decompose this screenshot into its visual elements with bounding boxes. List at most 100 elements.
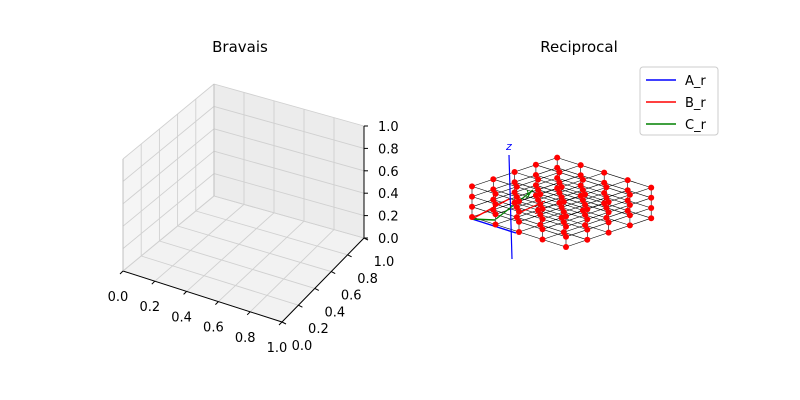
bravais-tick-labels: 0.00.00.00.20.20.20.4 0.40.40.60.60.60.80… bbox=[108, 120, 399, 356]
y-tick-mark bbox=[363, 237, 369, 241]
lattice-point bbox=[511, 189, 518, 196]
y-tick-mark bbox=[314, 287, 320, 291]
lattice-point bbox=[513, 214, 520, 221]
lattice-point bbox=[584, 226, 591, 233]
lattice-point bbox=[577, 162, 584, 169]
lattice-point bbox=[513, 183, 520, 190]
x-tick-mark bbox=[151, 280, 156, 285]
lattice-point bbox=[554, 164, 561, 171]
lattice-point bbox=[560, 208, 567, 215]
lattice-point bbox=[492, 221, 499, 228]
lattice-point bbox=[560, 219, 567, 226]
x-tick-label: 0.8 bbox=[235, 331, 256, 346]
lattice-point bbox=[516, 208, 522, 215]
lattice-point bbox=[563, 223, 569, 230]
x-tick-label: 0.4 bbox=[171, 310, 192, 325]
lattice-point bbox=[648, 215, 655, 222]
y-tick-label: 0.4 bbox=[324, 305, 345, 320]
lattice-point bbox=[554, 175, 561, 181]
lattice-point bbox=[492, 201, 499, 208]
lattice-point bbox=[582, 191, 589, 198]
floor-gridline bbox=[195, 210, 348, 256]
lattice-point bbox=[537, 191, 544, 198]
lattice-point bbox=[605, 199, 612, 205]
lattice-point bbox=[648, 184, 655, 191]
lattice-point bbox=[624, 187, 631, 194]
lattice-point bbox=[511, 179, 518, 186]
left-wall-gridline bbox=[122, 150, 215, 227]
lattice-point bbox=[532, 161, 539, 168]
z-tick-label: 0.2 bbox=[378, 210, 399, 225]
legend-label-c-r: C_r bbox=[685, 118, 707, 133]
lattice-point bbox=[535, 186, 542, 193]
z-tick-label: 0.6 bbox=[378, 165, 399, 180]
x-tick-mark bbox=[119, 270, 124, 275]
floor-gridline bbox=[249, 229, 335, 313]
lattice-point bbox=[539, 216, 546, 223]
left-wall-gridline bbox=[122, 83, 215, 160]
lattice-point bbox=[584, 236, 591, 243]
y-tick-mark bbox=[281, 321, 287, 325]
lattice-point bbox=[516, 218, 522, 225]
lattice-point bbox=[582, 222, 589, 229]
reciprocal-plot: Reciprocal z yx A_r B_r C_r bbox=[469, 38, 719, 260]
lattice-point bbox=[603, 184, 610, 191]
lattice-point bbox=[558, 204, 565, 211]
lattice-point bbox=[601, 179, 608, 186]
lattice-point bbox=[563, 213, 569, 220]
lattice-point bbox=[577, 182, 584, 189]
lattice-point bbox=[584, 206, 591, 213]
floor-gridline bbox=[186, 212, 275, 292]
x-tick-label: 0.6 bbox=[203, 321, 224, 336]
lattice-point bbox=[490, 196, 497, 203]
left-wall-gridline bbox=[122, 173, 215, 249]
lattice-point bbox=[554, 154, 561, 161]
floor-gridline bbox=[177, 225, 332, 273]
y-tick-label: 0.2 bbox=[308, 322, 329, 337]
lattice-point bbox=[579, 187, 586, 193]
left-wall-gridline bbox=[122, 195, 215, 272]
lattice-point bbox=[560, 198, 567, 205]
vector-c-r bbox=[471, 218, 496, 221]
lattice-point bbox=[490, 176, 497, 183]
x-tick-label: 1.0 bbox=[267, 341, 288, 356]
lattice-point bbox=[537, 211, 544, 218]
back-wall-gridline bbox=[213, 150, 365, 194]
lattice-point bbox=[539, 226, 546, 233]
lattice-point bbox=[490, 206, 497, 213]
lattice-point bbox=[492, 190, 499, 197]
z-tick-label: 0.0 bbox=[378, 232, 399, 247]
y-tick-label: 0.6 bbox=[341, 289, 362, 304]
back-wall-gridline bbox=[213, 105, 365, 149]
axis-letter-y: y bbox=[525, 186, 533, 199]
left-wall-gridline bbox=[122, 106, 215, 182]
lattice-point bbox=[563, 233, 569, 240]
lattice-point bbox=[492, 211, 499, 218]
lattice-point bbox=[490, 186, 497, 193]
lattice-point bbox=[601, 190, 608, 196]
y-tick-mark bbox=[298, 304, 303, 308]
lattice-point bbox=[535, 176, 542, 183]
z-tick-label: 1.0 bbox=[378, 120, 399, 135]
x-tick-mark bbox=[215, 301, 219, 305]
left-wall-gridline bbox=[122, 128, 215, 205]
lattice-point bbox=[605, 229, 612, 236]
lattice-point bbox=[582, 211, 589, 218]
axis-letter-z: z bbox=[505, 140, 512, 153]
back-wall-gridline bbox=[213, 173, 365, 217]
lattice-point bbox=[579, 197, 586, 204]
lattice-point bbox=[648, 205, 655, 211]
lattice-point bbox=[648, 194, 655, 201]
lattice-point bbox=[624, 207, 631, 214]
lattice-point bbox=[537, 201, 544, 208]
bravais-plot: Bravais 0.00.00.00.20.20.20.4 0.40.40.60.… bbox=[108, 38, 399, 356]
lattice-point bbox=[582, 201, 589, 208]
x-tick-mark bbox=[278, 321, 283, 326]
back-wall-gridline bbox=[213, 128, 365, 172]
x-tick-mark bbox=[246, 311, 251, 316]
back-wall-gridline bbox=[213, 83, 365, 127]
lattice-point bbox=[603, 214, 610, 221]
lattice-point bbox=[469, 214, 475, 220]
legend: A_r B_r C_r bbox=[639, 66, 719, 136]
legend-box bbox=[639, 66, 719, 136]
